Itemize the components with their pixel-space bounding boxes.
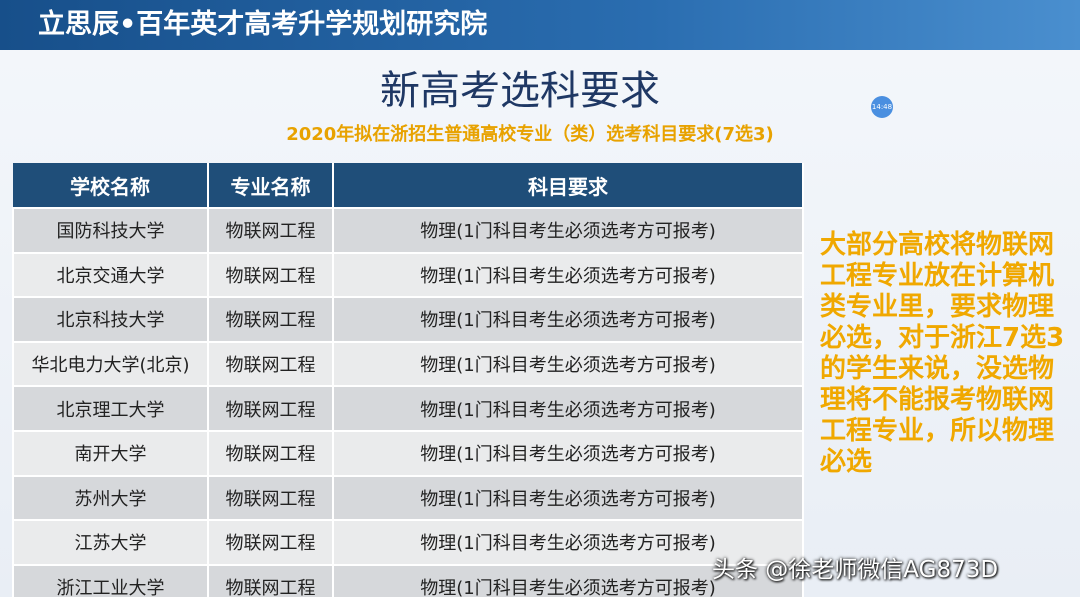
- column-header: 学校名称: [13, 163, 209, 208]
- table-cell: 物联网工程: [207, 385, 334, 432]
- table-cell: 物联网工程: [207, 429, 334, 477]
- header-title: 立思辰•百年英才高考升学规划研究院: [0, 0, 1080, 50]
- table-cell: 北京理工大学: [12, 385, 209, 432]
- table-cell: 国防科技大学: [12, 207, 209, 254]
- table-cell: 物理(1门科目考生必须选考方可报考): [332, 251, 804, 299]
- table-cell: 北京科技大学: [12, 296, 209, 343]
- table-cell: 物理(1门科目考生必须选考方可报考): [332, 296, 804, 343]
- table-cell: 物联网工程: [207, 296, 334, 343]
- table-cell: 物联网工程: [207, 474, 334, 522]
- table-cell: 南开大学: [12, 429, 209, 477]
- slide-title: 新高考选科要求: [380, 68, 660, 114]
- table-row: 浙江工业大学 物联网工程 物理(1门科目考生必须选考方可报考): [12, 563, 804, 597]
- column-header: 专业名称: [208, 163, 334, 208]
- table-cell: 物理(1门科目考生必须选考方可报考): [332, 429, 804, 477]
- table-row: 苏州大学 物联网工程 物理(1门科目考生必须选考方可报考): [12, 474, 804, 522]
- table-cell: 物理(1门科目考生必须选考方可报考): [332, 563, 804, 597]
- table-cell: 江苏大学: [12, 519, 209, 566]
- table-cell: 物理(1门科目考生必须选考方可报考): [332, 519, 804, 566]
- table-cell: 物联网工程: [207, 251, 334, 299]
- time-badge: 14:48: [871, 96, 893, 118]
- table-cell: 物联网工程: [207, 563, 334, 597]
- table-row: 江苏大学 物联网工程 物理(1门科目考生必须选考方可报考): [12, 519, 804, 566]
- table-body: 国防科技大学 物联网工程 物理(1门科目考生必须选考方可报考) 北京交通大学 物联网工程…: [12, 207, 804, 597]
- header-row: 学校名称 专业名称 科目要求: [13, 163, 804, 208]
- table-cell: 物理(1门科目考生必须选考方可报考): [332, 340, 804, 388]
- table-cell: 物理(1门科目考生必须选考方可报考): [332, 474, 804, 522]
- table-row: 国防科技大学 物联网工程 物理(1门科目考生必须选考方可报考): [12, 207, 804, 254]
- table-row: 南开大学 物联网工程 物理(1门科目考生必须选考方可报考): [12, 429, 804, 477]
- table-cell: 华北电力大学(北京): [12, 340, 209, 388]
- column-header: 科目要求: [333, 163, 804, 208]
- table-cell: 物联网工程: [207, 340, 334, 388]
- table-cell: 物联网工程: [207, 207, 334, 254]
- table-cell: 浙江工业大学: [12, 563, 209, 597]
- table-cell: 北京交通大学: [12, 251, 209, 299]
- slide-subtitle: 2020年拟在浙招生普通高校专业（类）选考科目要求(7选3): [286, 124, 774, 145]
- table-cell: 物理(1门科目考生必须选考方可报考): [332, 207, 804, 254]
- table-cell: 物联网工程: [207, 519, 334, 566]
- requirements-table: 学校名称 专业名称 科目要求 国防科技大学 物联网工程 物理(1门科目考生必须选考方可报…: [12, 163, 804, 597]
- table-row: 北京理工大学 物联网工程 物理(1门科目考生必须选考方可报考): [12, 385, 804, 432]
- watermark: 头条 @徐老师微信AG873D: [712, 557, 999, 583]
- table-row: 华北电力大学(北京) 物联网工程 物理(1门科目考生必须选考方可报考): [12, 340, 804, 388]
- table-cell: 苏州大学: [12, 474, 209, 522]
- table-row: 北京科技大学 物联网工程 物理(1门科目考生必须选考方可报考): [12, 296, 804, 343]
- note: 大部分高校将物联网工程专业放在计算机类专业里，要求物理必选，对于浙江7选3的学生…: [820, 230, 1065, 477]
- table-row: 北京交通大学 物联网工程 物理(1门科目考生必须选考方可报考): [12, 251, 804, 299]
- table-cell: 物理(1门科目考生必须选考方可报考): [332, 385, 804, 432]
